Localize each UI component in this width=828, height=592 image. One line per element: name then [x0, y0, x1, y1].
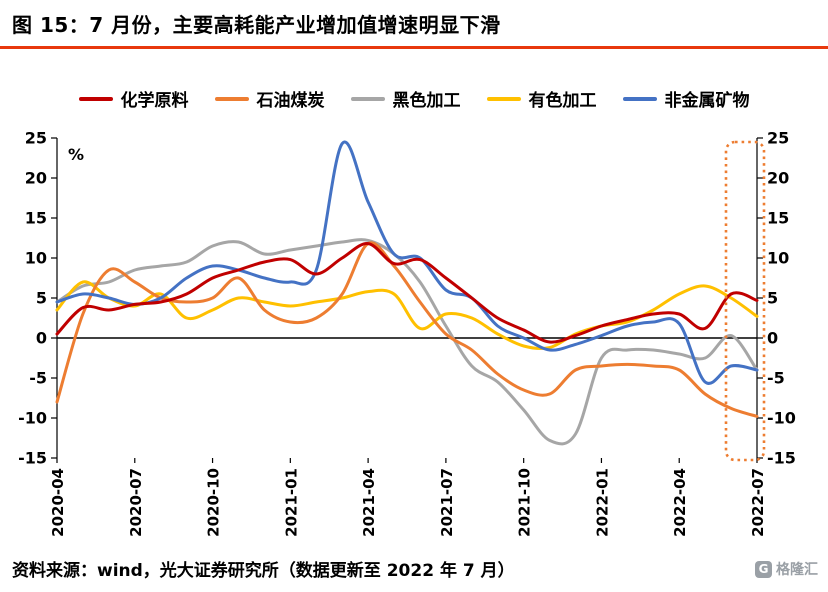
y-tick-label-left: 15 — [25, 209, 47, 228]
y-tick-label-left: 5 — [36, 289, 47, 308]
y-tick-label-left: 0 — [36, 329, 47, 348]
x-tick-label: 2022-01 — [593, 468, 611, 536]
legend-item-4: 非金属矿物 — [622, 86, 750, 111]
y-tick-label-left: 10 — [25, 249, 47, 268]
y-tick-label-right: 15 — [767, 209, 789, 228]
legend-swatch — [214, 96, 249, 101]
legend-item-1: 石油煤炭 — [214, 86, 325, 111]
y-tick-label-right: 0 — [767, 329, 778, 348]
x-tick-label: 2020-07 — [127, 468, 145, 536]
y-tick-label-left: 25 — [25, 129, 47, 148]
title-underline — [0, 46, 828, 49]
y-tick-label-right: -10 — [767, 409, 796, 428]
series-line-1 — [55, 241, 759, 418]
y-tick-label-left: -10 — [18, 409, 47, 428]
legend-label: 石油煤炭 — [256, 91, 325, 111]
y-tick-label-right: 10 — [767, 249, 789, 268]
y-tick-label-left: -5 — [29, 369, 47, 388]
x-tick-label: 2021-04 — [360, 468, 378, 536]
highlight-box — [724, 140, 766, 462]
x-tick-label: 2021-10 — [516, 468, 534, 536]
y-tick-label-left: 20 — [25, 169, 47, 188]
x-tick-label: 2021-01 — [282, 468, 300, 536]
x-tick-label: 2022-04 — [671, 468, 689, 536]
legend-item-0: 化学原料 — [78, 86, 189, 111]
x-tick-label: 2022-07 — [749, 468, 767, 536]
unit-label: % — [68, 145, 84, 164]
legend-label: 有色加工 — [528, 91, 597, 111]
legend-swatch — [622, 96, 657, 101]
y-tick-label-right: -15 — [767, 449, 796, 468]
gelonghui-logo-text: 格隆汇 — [776, 562, 818, 578]
y-tick-label-left: -15 — [18, 449, 47, 468]
chart-legend: 化学原料 石油煤炭 黑色加工 有色加工 非金属矿物 — [0, 86, 828, 111]
legend-swatch — [486, 96, 521, 101]
x-tick-label: 2020-04 — [49, 468, 67, 536]
chart-svg: -15 -15 -10 -10 -5 -5 0 0 5 5 10 10 15 15 20 20 25 25% 202… — [18, 129, 796, 537]
figure-title: 图 15：7 月份，主要高耗能产业增加值增速明显下滑 — [12, 13, 501, 37]
legend-item-3: 有色加工 — [486, 86, 597, 111]
legend-item-2: 黑色加工 — [350, 86, 461, 111]
legend-label: 非金属矿物 — [664, 91, 750, 111]
gelonghui-logo: G 格隆汇 — [755, 559, 818, 579]
x-tick-label: 2020-10 — [205, 468, 223, 536]
y-tick-label-right: 25 — [767, 129, 789, 148]
x-tick-label: 2021-07 — [438, 468, 456, 536]
source-note: 资料来源：wind，光大证券研究所（数据更新至 2022 年 7 月） — [12, 561, 515, 581]
series-line-4 — [55, 140, 759, 385]
legend-swatch — [350, 96, 385, 101]
legend-label: 黑色加工 — [392, 91, 461, 111]
series-line-0 — [55, 242, 759, 344]
series-line-2 — [55, 238, 759, 446]
y-tick-label-right: 20 — [767, 169, 789, 188]
legend-label: 化学原料 — [120, 91, 189, 111]
legend-swatch — [78, 96, 113, 101]
y-tick-label-right: 5 — [767, 289, 778, 308]
y-tick-label-right: -5 — [767, 369, 785, 388]
gelonghui-icon: G — [755, 560, 772, 578]
